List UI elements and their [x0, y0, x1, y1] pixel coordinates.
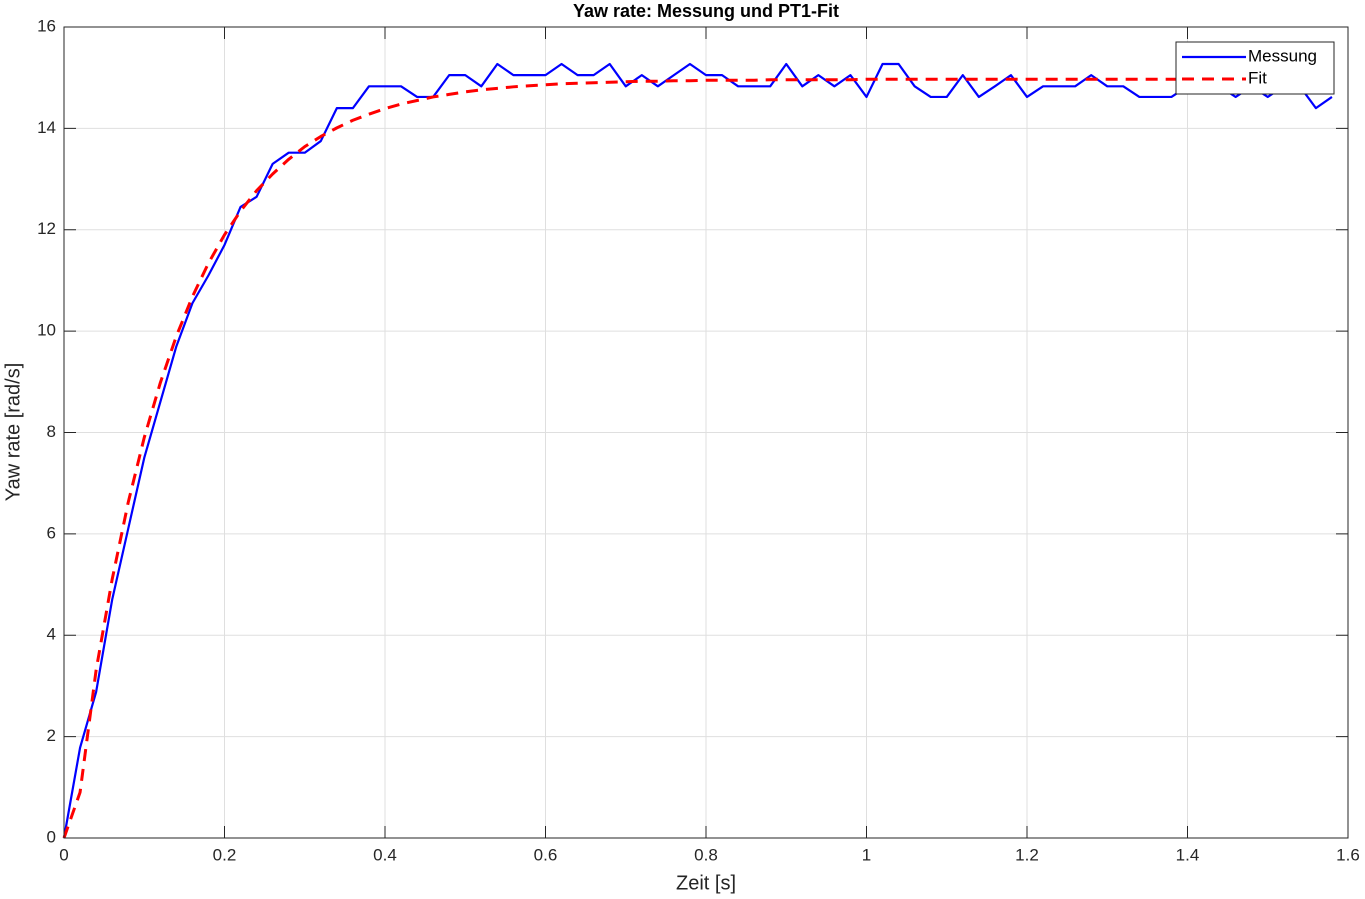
x-tick-label: 0.4 [373, 845, 397, 864]
x-tick-label: 0.6 [534, 845, 558, 864]
legend-label: Fit [1248, 68, 1267, 87]
series-line [62, 77, 1332, 839]
x-tick-label: 1.2 [1015, 845, 1039, 864]
y-tick-label: 6 [47, 523, 56, 542]
x-axis-label: Zeit [s] [676, 872, 736, 894]
legend-box [1175, 41, 1335, 95]
legend: Messung Fit [1175, 41, 1335, 95]
x-tick-label: 1.6 [1336, 845, 1360, 864]
x-tick-label: 0 [59, 845, 68, 864]
y-tick-label: 0 [47, 827, 56, 846]
x-tick-label: 0.2 [213, 845, 237, 864]
plot-lines [62, 62, 1333, 839]
y-tick-label: 14 [37, 118, 56, 137]
y-tick-label: 12 [37, 219, 56, 238]
y-tick-label: 10 [37, 321, 56, 340]
ticks: 0 0.2 0.4 0.6 0.8 1 1.2 1.4 1.6 0 2 4 6 8 10 12 14 16 [37, 16, 1360, 864]
chart-title: Yaw rate: Messung und PT1-Fit [573, 1, 839, 21]
y-tick-label: 8 [47, 422, 56, 441]
legend-label: Messung [1248, 46, 1317, 65]
y-tick-label: 2 [47, 726, 56, 745]
y-tick-label: 16 [37, 16, 56, 35]
y-tick-label: 4 [47, 625, 56, 644]
y-axis-label: Yaw rate [rad/s] [2, 363, 24, 502]
x-tick-label: 1 [862, 845, 871, 864]
series-line [62, 62, 1333, 839]
x-tick-label: 1.4 [1176, 845, 1200, 864]
x-tick-label: 0.8 [694, 845, 718, 864]
